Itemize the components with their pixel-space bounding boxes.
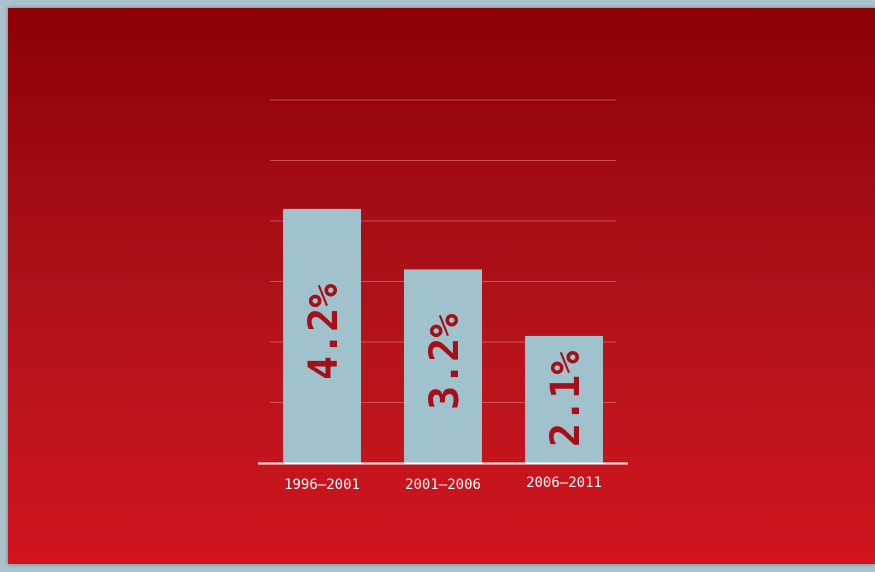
bars [283, 208, 603, 463]
bar-value-label: 3.2% [422, 314, 468, 410]
bar-1 [283, 208, 361, 463]
category-label: 2001–2006 [405, 477, 481, 493]
bar-value-label: 4.2% [301, 284, 347, 380]
bar-value-labels: 4.2% 3.2% 2.1% [301, 284, 589, 447]
bar-2 [404, 269, 482, 463]
bar-value-label: 2.1% [543, 351, 589, 447]
category-label: 1996–2001 [284, 477, 360, 493]
bar-3 [525, 335, 603, 463]
category-label: 2006–2011 [526, 475, 602, 491]
category-labels: 1996–2001 2001–2006 2006–2011 [284, 475, 602, 493]
